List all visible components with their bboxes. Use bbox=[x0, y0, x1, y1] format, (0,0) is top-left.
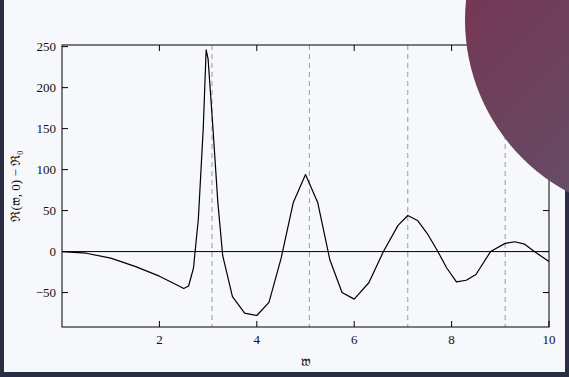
x-tick bbox=[159, 321, 160, 327]
x-tick bbox=[549, 321, 550, 327]
x-tick-label: 2 bbox=[156, 332, 163, 347]
vertical-reference bbox=[407, 45, 408, 327]
y-tick bbox=[62, 87, 68, 88]
decoration bbox=[465, 0, 569, 215]
x-tick-top bbox=[451, 45, 452, 51]
x-axis-label: 𝔴 bbox=[301, 354, 311, 369]
x-tick-label: 8 bbox=[448, 332, 455, 347]
y-tick-label: 250 bbox=[37, 39, 57, 54]
frame bbox=[62, 45, 549, 327]
y-tick-label: 50 bbox=[43, 203, 56, 218]
x-tick bbox=[256, 321, 257, 327]
x-tick-label: 6 bbox=[351, 332, 358, 347]
y-tick-right bbox=[543, 210, 549, 211]
x-tick-top bbox=[256, 45, 257, 51]
y-axis-label: ℜ(𝔴, 0) − ℜ₀ bbox=[8, 150, 23, 221]
y-tick-label: 200 bbox=[37, 80, 57, 95]
x-tick-label: 4 bbox=[254, 332, 261, 347]
x-tick-top bbox=[159, 45, 160, 51]
y-tick bbox=[62, 169, 68, 170]
y-tick-label: 0 bbox=[50, 244, 57, 259]
vertical-reference bbox=[309, 45, 310, 327]
plot-area bbox=[62, 45, 549, 327]
y-tick-right bbox=[543, 292, 549, 293]
y-tick bbox=[62, 251, 68, 252]
y-tick-label: 150 bbox=[37, 121, 57, 136]
y-tick bbox=[62, 210, 68, 211]
y-tick-label: −50 bbox=[36, 285, 56, 300]
horizontal-reference bbox=[62, 251, 549, 252]
x-tick-top bbox=[354, 45, 355, 51]
vertical-reference bbox=[211, 45, 212, 327]
y-tick bbox=[62, 46, 68, 47]
y-tick bbox=[62, 128, 68, 129]
x-tick-label: 10 bbox=[543, 332, 556, 347]
y-tick bbox=[62, 292, 68, 293]
y-tick-label: 100 bbox=[37, 162, 57, 177]
y-tick-right bbox=[543, 251, 549, 252]
x-tick bbox=[451, 321, 452, 327]
chart-root: 2 4 6 8 10 −50 0 50 100 150 200 250 𝔴 ℜ(𝔴, 0) − ℜ₀ bbox=[0, 0, 569, 377]
x-tick bbox=[354, 321, 355, 327]
data-line bbox=[62, 50, 549, 316]
